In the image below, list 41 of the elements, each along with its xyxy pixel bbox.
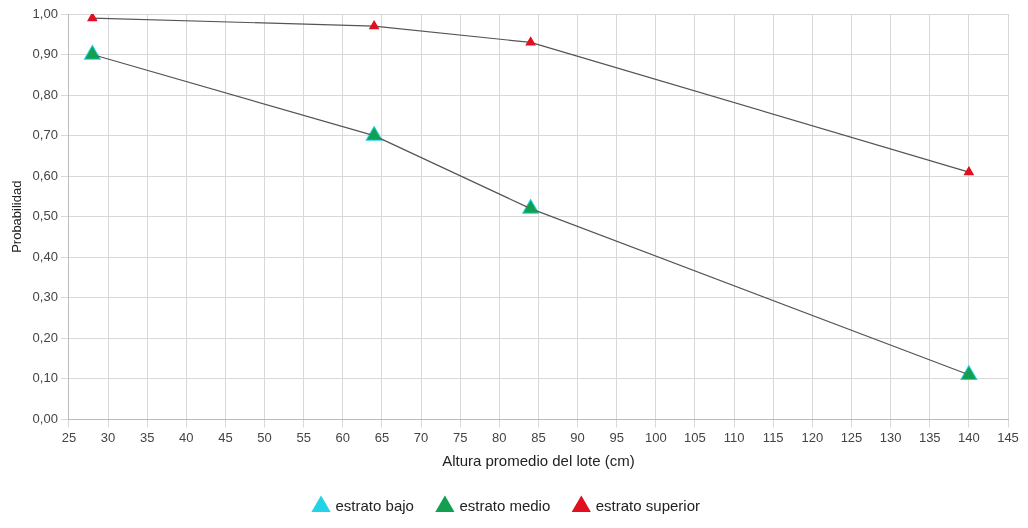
y-tick-label: 0,40 xyxy=(32,248,58,264)
y-tick-label: 0,70 xyxy=(32,127,58,143)
x-tick-label: 45 xyxy=(218,429,233,445)
x-tick-label: 130 xyxy=(879,429,902,445)
x-tick-label: 60 xyxy=(335,429,351,445)
x-tick-label: 100 xyxy=(644,429,667,445)
x-axis-title: Altura promedio del lote (cm) xyxy=(442,452,635,470)
x-tick-label: 95 xyxy=(609,429,624,445)
legend-label: estrato bajo xyxy=(335,496,414,514)
y-tick-label: 0,20 xyxy=(32,329,58,345)
x-tick-label: 120 xyxy=(801,429,824,445)
y-tick-label: 0,10 xyxy=(32,370,58,386)
x-tick-label: 110 xyxy=(723,429,745,445)
x-tick-label: 50 xyxy=(257,429,272,445)
y-tick-label: 0,60 xyxy=(32,167,58,183)
x-tick-label: 75 xyxy=(452,429,468,445)
x-tick-label: 30 xyxy=(100,429,116,445)
y-tick-label: 1,00 xyxy=(32,5,58,21)
x-tick-label: 85 xyxy=(531,429,546,445)
y-tick-label: 0,00 xyxy=(32,410,58,426)
x-tick-label: 125 xyxy=(840,429,863,445)
y-tick-label: 0,30 xyxy=(32,289,58,305)
x-tick-label: 80 xyxy=(492,429,507,445)
y-tick-label: 0,80 xyxy=(32,86,58,102)
x-tick-label: 35 xyxy=(139,429,155,445)
x-tick-label: 55 xyxy=(296,429,311,445)
y-axis-title: Probabilidad xyxy=(9,180,25,253)
legend-label: estrato medio xyxy=(459,496,551,514)
x-tick-label: 65 xyxy=(374,429,390,445)
x-tick-label: 135 xyxy=(918,429,941,445)
y-tick-label: 0,50 xyxy=(32,208,58,224)
x-tick-label: 40 xyxy=(179,429,194,445)
legend-label: estrato superior xyxy=(595,496,700,514)
x-tick-label: 70 xyxy=(413,429,429,445)
y-tick-label: 0,90 xyxy=(32,46,58,62)
x-tick-label: 90 xyxy=(570,429,585,445)
x-tick-label: 105 xyxy=(684,429,706,445)
x-tick-label: 145 xyxy=(997,429,1019,445)
x-tick-label: 140 xyxy=(958,429,980,445)
x-tick-label: 115 xyxy=(762,429,784,445)
x-tick-label: 25 xyxy=(61,429,77,445)
